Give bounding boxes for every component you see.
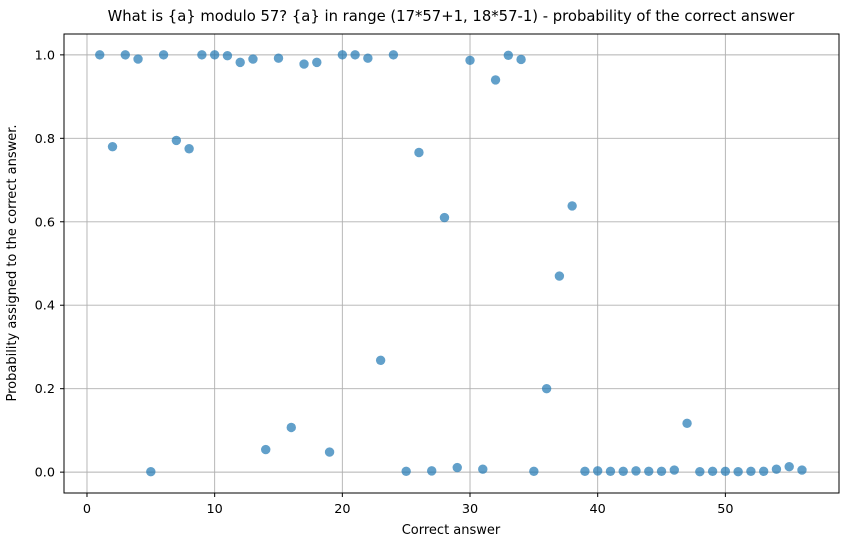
data-point: [222, 50, 233, 61]
y-tick-label: 0.4: [35, 299, 55, 314]
data-point: [541, 383, 552, 394]
data-point: [631, 466, 641, 476]
data-point: [388, 50, 399, 60]
x-tick-label: 50: [717, 502, 733, 517]
data-point: [273, 53, 284, 63]
data-point: [235, 57, 245, 68]
y-axis-label: Probability assigned to the correct answ…: [5, 124, 20, 401]
data-point: [350, 50, 360, 60]
data-point: [209, 50, 220, 60]
data-point: [299, 59, 309, 69]
data-point: [605, 466, 616, 477]
data-point: [452, 462, 462, 473]
data-point: [107, 141, 118, 152]
x-tick-label: 10: [207, 502, 223, 517]
data-point: [580, 466, 590, 477]
data-point: [478, 464, 488, 474]
x-tick-label: 0: [83, 502, 91, 517]
data-point: [363, 53, 373, 63]
x-tick-label: 40: [590, 502, 606, 517]
data-point: [439, 212, 450, 223]
data-point: [797, 465, 807, 475]
data-point: [503, 50, 514, 60]
data-point: [261, 444, 271, 455]
plot-frame: [63, 33, 840, 494]
data-point: [490, 75, 501, 85]
y-tick-label: 0.2: [35, 382, 55, 397]
data-point: [733, 467, 743, 477]
data-point: [197, 50, 207, 60]
data-point: [375, 355, 386, 366]
data-point: [171, 135, 182, 146]
data-point: [784, 462, 794, 472]
data-point: [312, 57, 322, 68]
chart-title: What is {a} modulo 57? {a} in range (17*…: [108, 8, 796, 25]
y-tick-label: 0.0: [35, 466, 55, 481]
x-tick-label: 20: [334, 502, 350, 517]
data-point: [146, 467, 156, 477]
data-point: [184, 144, 194, 154]
y-tick-label: 1.0: [35, 48, 55, 63]
data-point: [324, 447, 335, 457]
data-point: [758, 466, 769, 477]
data-point: [682, 418, 692, 429]
data-point: [95, 50, 105, 60]
data-point: [695, 467, 705, 477]
data-point: [669, 465, 679, 475]
data-point: [644, 466, 654, 477]
data-point: [656, 466, 667, 477]
axes-layer: 0 10 20 30 40 50 0.0 0.2 0.4 0.6 0.8 1.0: [35, 33, 840, 517]
data-point: [337, 50, 348, 60]
data-point: [248, 54, 258, 64]
data-point: [120, 50, 130, 60]
y-tick-label: 0.8: [35, 132, 55, 147]
y-tick-label: 0.6: [35, 215, 55, 230]
data-point: [771, 464, 782, 474]
data-point: [133, 54, 143, 64]
data-point: [529, 466, 539, 477]
scatter-points-layer: [95, 50, 807, 477]
data-point: [516, 54, 526, 65]
data-point: [618, 466, 628, 477]
data-point: [158, 50, 169, 60]
data-point: [720, 466, 731, 477]
data-point: [592, 466, 603, 476]
grid-layer: [64, 34, 839, 493]
data-point: [465, 55, 475, 65]
data-point: [401, 466, 411, 477]
data-point: [567, 201, 577, 211]
data-point: [414, 147, 424, 158]
x-tick-label: 30: [462, 502, 478, 517]
data-point: [707, 466, 718, 477]
data-point: [286, 422, 296, 433]
x-axis-label: Correct answer: [402, 523, 501, 538]
data-point: [746, 466, 756, 477]
data-point: [427, 466, 437, 476]
data-point: [554, 271, 565, 281]
